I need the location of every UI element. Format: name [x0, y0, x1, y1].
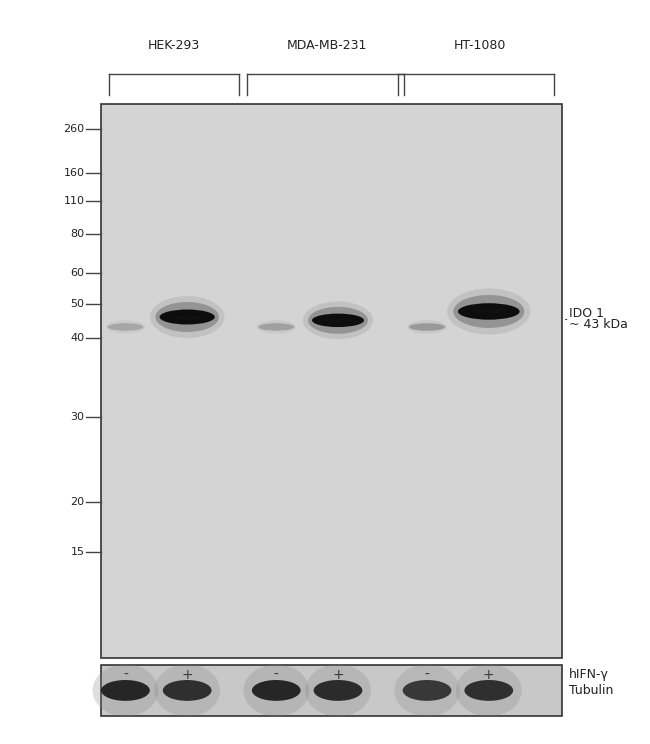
- Ellipse shape: [394, 664, 460, 716]
- Ellipse shape: [92, 664, 159, 716]
- Ellipse shape: [458, 304, 519, 320]
- Ellipse shape: [101, 680, 150, 701]
- Text: IDO 1: IDO 1: [569, 307, 604, 320]
- Text: +: +: [483, 668, 495, 682]
- Text: HT-1080: HT-1080: [454, 39, 506, 52]
- Text: -: -: [424, 668, 430, 682]
- Ellipse shape: [108, 323, 143, 331]
- Text: 80: 80: [70, 229, 84, 240]
- Ellipse shape: [408, 320, 447, 334]
- Ellipse shape: [257, 320, 296, 334]
- Bar: [101, 665, 562, 716]
- Text: MDA-MB-231: MDA-MB-231: [287, 39, 367, 52]
- Ellipse shape: [154, 664, 220, 716]
- Text: 60: 60: [70, 269, 84, 278]
- Text: 110: 110: [64, 196, 84, 206]
- Text: 30: 30: [70, 412, 84, 423]
- Ellipse shape: [160, 310, 215, 324]
- Ellipse shape: [410, 323, 445, 331]
- Ellipse shape: [162, 680, 211, 701]
- Ellipse shape: [324, 318, 352, 323]
- Ellipse shape: [464, 680, 514, 701]
- Ellipse shape: [472, 309, 506, 315]
- Ellipse shape: [172, 315, 202, 320]
- Text: 15: 15: [70, 547, 84, 557]
- Text: Tubulin: Tubulin: [569, 684, 613, 697]
- Ellipse shape: [305, 664, 371, 716]
- Ellipse shape: [456, 664, 522, 716]
- Text: 50: 50: [70, 298, 84, 309]
- Ellipse shape: [155, 302, 219, 332]
- Text: -: -: [123, 668, 128, 682]
- Text: 20: 20: [70, 496, 84, 507]
- Ellipse shape: [313, 680, 363, 701]
- Text: hIFN-γ: hIFN-γ: [569, 668, 609, 681]
- Text: HEK-293: HEK-293: [148, 39, 200, 52]
- Ellipse shape: [106, 320, 145, 334]
- Ellipse shape: [308, 307, 368, 334]
- Text: 260: 260: [64, 124, 84, 134]
- Text: -: -: [274, 668, 279, 682]
- Ellipse shape: [453, 295, 525, 328]
- Ellipse shape: [303, 301, 373, 339]
- Text: ~ 43 kDa: ~ 43 kDa: [569, 318, 628, 331]
- Ellipse shape: [252, 680, 300, 701]
- Ellipse shape: [312, 313, 364, 327]
- Ellipse shape: [259, 323, 294, 331]
- Ellipse shape: [150, 296, 224, 338]
- Text: +: +: [181, 668, 193, 682]
- Ellipse shape: [243, 664, 309, 716]
- Text: 40: 40: [70, 333, 84, 343]
- Ellipse shape: [447, 289, 530, 335]
- Text: 160: 160: [64, 168, 84, 179]
- Text: +: +: [332, 668, 344, 682]
- Ellipse shape: [403, 680, 451, 701]
- Bar: [101, 104, 562, 658]
